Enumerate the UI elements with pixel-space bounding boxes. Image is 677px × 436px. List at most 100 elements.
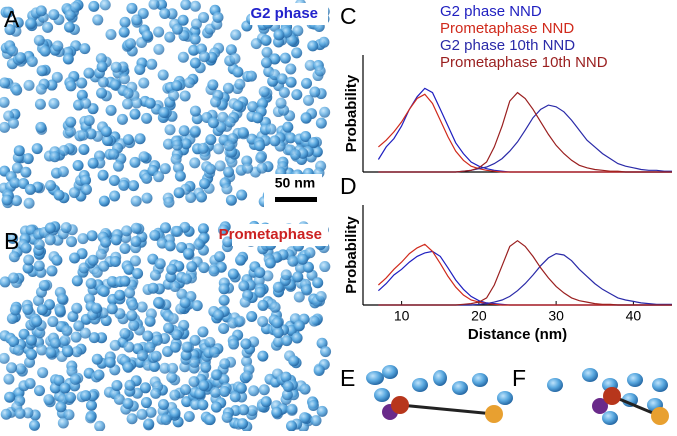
sphere [145,406,157,418]
sphere [168,90,180,102]
sphere [77,233,89,245]
sphere [282,121,294,133]
sphere [214,251,226,263]
sphere [22,262,34,274]
sphere [6,362,18,374]
sphere [184,77,196,89]
structure-e [366,365,513,423]
sphere [43,394,55,406]
sphere [223,140,235,152]
sphere [146,58,158,70]
sphere [92,14,104,26]
label-bg [232,224,328,246]
sphere [166,371,178,383]
sphere [148,360,160,372]
sphere [209,346,221,358]
sphere [171,225,183,237]
sphere [264,257,276,269]
panel-label: E [340,365,355,391]
sphere [141,112,153,124]
sphere [9,304,21,316]
sphere [240,338,252,350]
sphere [36,304,48,316]
sphere [272,281,284,293]
sphere [76,77,88,89]
sphere [71,275,83,287]
scale-bg [264,174,322,208]
sphere [85,412,97,424]
sphere [163,322,175,334]
sphere [109,190,121,202]
sphere [44,234,56,246]
sphere [286,403,298,415]
label-bg [250,3,328,25]
sphere [293,291,305,303]
sphere [118,26,130,38]
sphere [23,79,35,91]
sphere [33,260,45,272]
sphere [114,289,126,301]
sphere [294,262,306,274]
sphere [171,23,183,35]
sphere [225,194,237,206]
sphere [73,320,85,332]
sphere [196,191,208,203]
sphere [42,21,54,33]
sphere [287,255,299,267]
sphere [113,393,125,405]
sphere [83,67,95,79]
sphere [51,254,63,266]
sphere [207,79,219,91]
sphere [46,265,58,277]
sphere [63,409,75,421]
sphere [222,236,234,248]
sphere [28,419,40,431]
sphere [10,195,22,207]
sphere [66,236,78,248]
sphere [143,418,155,430]
sphere [193,238,205,250]
sphere [157,398,169,410]
line-series [378,91,672,173]
sphere [198,262,210,274]
sphere [301,284,313,296]
sphere [64,126,76,138]
sphere [269,135,281,147]
image-prometaphase [0,220,332,433]
sphere [134,63,146,75]
image-label: G2 phase [250,5,318,22]
sphere [38,279,50,291]
sphere [56,293,68,305]
sphere [0,276,11,288]
sphere [104,356,116,368]
sphere [256,162,268,174]
sphere [149,269,161,281]
sphere [232,66,244,78]
sphere [49,151,61,163]
sphere [48,9,60,21]
sphere [246,311,258,323]
sphere [80,174,92,186]
sphere [234,315,246,327]
scale-text: 50 nm [275,175,315,191]
sphere [242,162,254,174]
sphere [144,315,156,327]
sphere [236,189,248,201]
sphere [212,11,224,23]
sphere [109,79,121,91]
sphere [273,336,285,348]
sphere [71,346,83,358]
sphere [77,129,89,141]
sphere [291,89,303,101]
sphere [280,269,292,281]
sphere [39,45,51,57]
sphere [97,76,109,88]
sphere [79,327,91,339]
sphere [204,414,216,426]
sphere [47,316,59,328]
sphere [6,313,18,325]
sphere [212,309,224,321]
sphere [110,61,122,73]
sphere [316,405,328,417]
sphere [72,160,84,172]
